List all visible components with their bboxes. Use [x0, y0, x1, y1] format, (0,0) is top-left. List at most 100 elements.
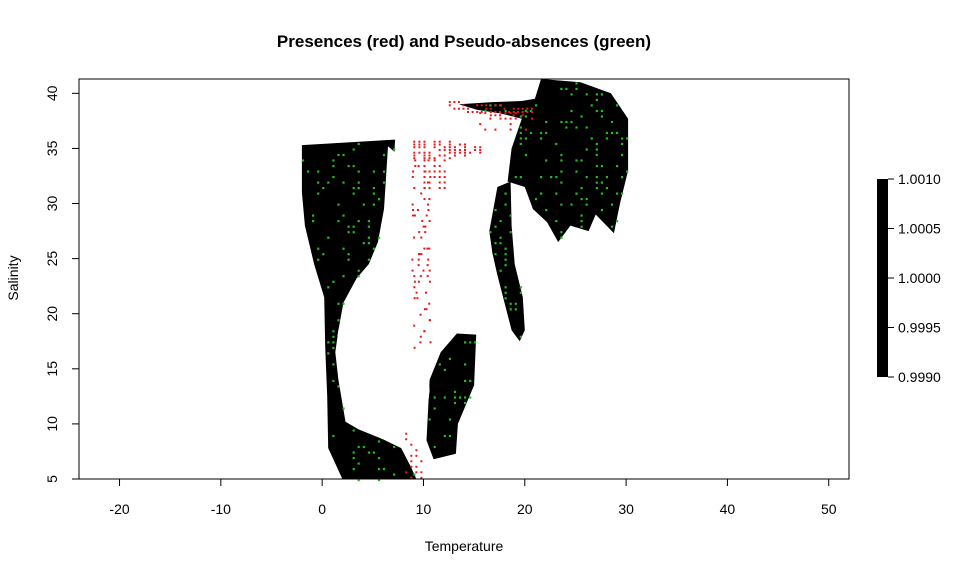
presence-cell: [438, 181, 441, 184]
presence-cell: [429, 341, 432, 344]
presence-cell: [424, 231, 427, 234]
presence-cell: [427, 209, 430, 211]
presence-cell: [438, 170, 441, 173]
pseudo-absence-cell: [337, 220, 340, 223]
pseudo-absence-cell: [595, 109, 598, 113]
pseudo-absence-cell: [332, 176, 335, 179]
presence-cell: [438, 149, 441, 151]
pseudo-absence-cell: [337, 203, 340, 206]
pseudo-absence-cell: [595, 187, 598, 190]
presence-cell: [417, 264, 420, 267]
pseudo-absence-cell: [347, 258, 350, 261]
presence-cell: [423, 165, 426, 167]
pseudo-absence-cell: [610, 120, 614, 124]
presence-cell: [464, 146, 466, 149]
pseudo-absence-cell: [327, 236, 330, 239]
pseudo-absence-cell: [555, 220, 558, 223]
pseudo-absence-cell: [362, 203, 365, 206]
presence-cell: [418, 231, 421, 234]
pseudo-absence-cell: [560, 231, 563, 234]
pseudo-absence-cell: [524, 115, 527, 118]
presence-cell: [413, 214, 416, 217]
pseudo-absence-cell: [357, 479, 360, 482]
chart-title: Presences (red) and Pseudo-absences (gre…: [277, 32, 651, 51]
presence-cell: [411, 258, 414, 261]
pseudo-absence-cell: [413, 473, 416, 476]
pseudo-absence-cell: [610, 203, 614, 206]
presence-cell: [423, 330, 426, 333]
pseudo-absence-cell: [499, 236, 502, 239]
presence-cell: [428, 151, 431, 154]
presence-cell: [415, 471, 418, 474]
presence-cell: [414, 159, 417, 162]
presence-cell: [448, 151, 451, 154]
presence-cell: [448, 146, 451, 149]
presence-cell: [420, 471, 423, 474]
presence-cell: [479, 149, 482, 151]
pseudo-absence-cell: [352, 225, 355, 228]
pseudo-absence-cell: [524, 137, 527, 140]
presence-cell: [517, 107, 520, 110]
presence-cell: [526, 111, 529, 113]
pseudo-absence-cell: [372, 203, 375, 206]
pseudo-absence-cell: [610, 225, 614, 228]
pseudo-absence-cell: [317, 258, 320, 261]
pseudo-absence-cell: [448, 418, 451, 421]
presence-cell: [422, 225, 425, 228]
pseudo-absence-cell: [337, 385, 340, 388]
pseudo-absence-cell: [519, 131, 522, 135]
presence-cell: [443, 170, 446, 173]
pseudo-absence-cell: [580, 225, 583, 228]
presence-cell: [489, 107, 492, 110]
pseudo-absence-cell: [504, 258, 507, 261]
pseudo-absence-cell: [626, 170, 629, 173]
presence-cell: [411, 269, 414, 272]
presence-cell: [443, 181, 446, 184]
presence-cell: [484, 128, 487, 131]
pseudo-absence-cell: [626, 137, 629, 140]
presence-cell: [474, 146, 477, 149]
presence-cell: [428, 187, 431, 189]
pseudo-absence-cell: [317, 247, 320, 250]
pseudo-absence-cell: [428, 418, 431, 421]
presence-cell: [485, 107, 488, 110]
pseudo-absences: [301, 82, 629, 482]
pseudo-absence-cell: [545, 131, 548, 135]
colorbar-label: 0.9990: [898, 369, 941, 385]
presence-cell: [418, 143, 421, 146]
presence-cell: [413, 286, 416, 289]
pseudo-absence-cell: [555, 192, 558, 195]
x-tick-label: 30: [618, 501, 634, 517]
presence-cell: [508, 111, 511, 113]
pseudo-absence-cell: [560, 181, 563, 184]
pseudo-absence-cell: [342, 181, 345, 184]
pseudo-absence-cell: [504, 203, 507, 206]
presence-cell: [417, 280, 420, 283]
pseudo-absence-cell: [367, 236, 370, 239]
presence-cell: [479, 112, 482, 115]
pseudo-absence-cell: [377, 236, 381, 239]
pseudo-absence-cell: [352, 148, 355, 151]
presence-cell: [524, 128, 527, 131]
pseudo-absence-cell: [357, 275, 360, 278]
y-tick-label: 10: [44, 416, 60, 432]
presence-cell: [420, 192, 423, 195]
presence-cell: [412, 209, 415, 211]
pseudo-absence-cell: [332, 434, 335, 438]
pseudo-absence-cell: [332, 363, 335, 366]
presence-cell: [405, 471, 408, 474]
pseudo-absence-cell: [580, 220, 583, 223]
presence-cell: [433, 146, 436, 149]
pseudo-absence-cell: [616, 165, 619, 168]
presence-cell: [423, 176, 426, 178]
pseudo-absence-cell: [347, 231, 350, 234]
pseudo-absence-cell: [595, 93, 598, 96]
pseudo-absence-cell: [616, 192, 619, 195]
pseudo-absence-cell: [605, 187, 608, 190]
presence-cell: [485, 104, 488, 107]
pseudo-absence-cell: [565, 126, 568, 129]
pseudo-absence-cell: [534, 198, 538, 201]
raster-region-mid-east-arm: [489, 181, 525, 342]
pseudo-absence-cell: [448, 357, 451, 360]
presence-cell: [443, 146, 446, 149]
